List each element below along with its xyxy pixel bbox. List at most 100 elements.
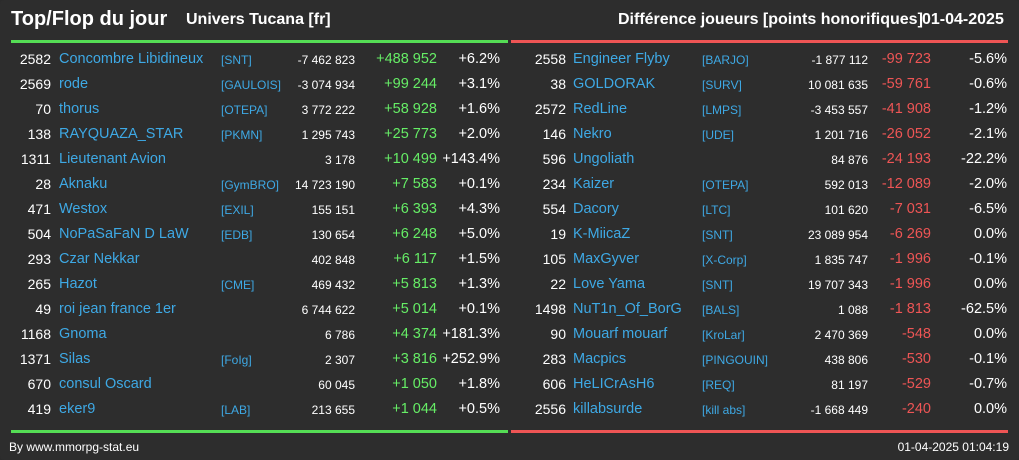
player-rank: 596 [542,151,566,167]
total-points: 213 655 [311,403,355,417]
total-points: 14 723 190 [294,178,355,192]
table-row: 596 Ungoliath 84 876 -24 193 -22.2% [513,147,1015,172]
total-points: 438 806 [824,353,868,367]
alliance-tag-link[interactable]: [REQ] [702,378,735,392]
alliance-tag-link[interactable]: [EDB] [221,228,253,242]
points-difference: -26 052 [881,126,931,142]
alliance-tag-link[interactable]: [LAB] [221,403,251,417]
percent-change: +1.6% [458,101,500,117]
points-difference: -1 813 [889,301,931,317]
percent-change: +1.8% [458,376,500,392]
points-difference: +5 014 [392,301,437,317]
player-name-link[interactable]: NoPaSaFaN D LaW [59,226,189,242]
player-name-link[interactable]: rode [59,76,89,92]
points-difference: -7 031 [889,201,931,217]
player-name-link[interactable]: RAYQUAZA_STAR [59,126,184,142]
player-name-link[interactable]: K-MiicaZ [573,226,631,242]
percent-change: +252.9% [442,351,500,367]
player-name-link[interactable]: NuT1n_Of_BorG [573,301,682,317]
player-rank: 504 [27,226,51,242]
top-losers-table: 2558 Engineer Flyby [BARJO] -1 877 112 -99 7… [513,47,1015,422]
alliance-tag-link[interactable]: [CME] [221,278,255,292]
alliance-tag-link[interactable]: [BALS] [702,303,740,317]
player-name-link[interactable]: RedLine [573,101,628,117]
alliance-tag-link[interactable]: [SNT] [221,53,252,67]
player-name-link[interactable]: MaxGyver [573,251,640,267]
player-rank: 138 [27,126,51,142]
alliance-tag-link[interactable]: [OTEPA] [221,103,268,117]
percent-change: +1.3% [458,276,500,292]
table-row: 1498 NuT1n_Of_BorG [BALS] 1 088 -1 813 -62.5% [513,297,1015,322]
alliance-tag-link[interactable]: [LTC] [702,203,731,217]
total-points: 402 848 [311,253,355,267]
player-name-link[interactable]: Ungoliath [573,151,635,167]
player-name-link[interactable]: consul Oscard [59,376,152,392]
points-difference: +488 952 [376,51,437,67]
player-rank: 606 [542,376,566,392]
alliance-tag-link[interactable]: [SNT] [702,278,733,292]
player-name-link[interactable]: eker9 [59,401,96,417]
alliance-tag-link[interactable]: [UDE] [702,128,735,142]
timestamp: 01-04-2025 01:04:19 [897,440,1009,454]
player-name-link[interactable]: roi jean france 1er [59,301,176,317]
table-row: 670 consul Oscard 60 045 +1 050 +1.8% [6,372,508,397]
alliance-tag-link[interactable]: [kill abs] [702,403,746,417]
player-name-link[interactable]: Nekro [573,126,612,142]
player-name-link[interactable]: Love Yama [573,276,646,292]
player-rank: 670 [27,376,51,392]
player-name-link[interactable]: Silas [59,351,91,367]
player-name-link[interactable]: Dacory [573,201,619,217]
percent-change: +6.2% [458,51,500,67]
player-name-link[interactable]: Gnoma [59,326,107,342]
alliance-tag-link[interactable]: [OTEPA] [702,178,749,192]
table-row: 28 Aknaku [GymBRO] 14 723 190 +7 583 +0.1% [6,172,508,197]
total-points: 130 654 [311,228,355,242]
player-name-link[interactable]: Engineer Flyby [573,51,670,67]
points-difference: -24 193 [881,151,931,167]
alliance-tag-link[interactable]: [EXIL] [221,203,254,217]
page-title: Top/Flop du jour [11,8,168,30]
alliance-tag-link[interactable]: [SURV] [702,78,742,92]
table-row: 146 Nekro [UDE] 1 201 716 -26 052 -2.1% [513,122,1015,147]
player-rank: 1168 [20,326,51,342]
player-name-link[interactable]: thorus [59,101,100,117]
player-name-link[interactable]: Kaizer [573,176,615,192]
player-name-link[interactable]: Mouarf mouarf [573,326,668,342]
total-points: 469 432 [311,278,355,292]
alliance-tag-link[interactable]: [GAULOIS] [221,78,282,92]
alliance-tag-link[interactable]: [PKMN] [221,128,263,142]
alliance-tag-link[interactable]: [PINGOUIN] [702,353,769,367]
total-points: 1 201 716 [814,128,868,142]
alliance-tag-link[interactable]: [SNT] [702,228,733,242]
flop-divider-lower [511,430,1008,433]
alliance-tag-link[interactable]: [LMPS] [702,103,742,117]
player-rank: 2556 [534,401,566,417]
total-points: 592 013 [824,178,868,192]
table-row: 471 Westox [EXIL] 155 151 +6 393 +4.3% [6,197,508,222]
alliance-tag-link[interactable]: [X-Corp] [702,253,747,267]
percent-change: -22.2% [961,151,1007,167]
player-name-link[interactable]: Westox [59,201,108,217]
player-name-link[interactable]: GOLDORAK [573,76,656,92]
points-difference: +58 928 [384,101,437,117]
player-name-link[interactable]: Macpics [573,351,627,367]
player-name-link[interactable]: Czar Nekkar [59,251,140,267]
percent-change: -6.5% [969,201,1007,217]
table-row: 1371 Silas [FoIg] 2 307 +3 816 +252.9% [6,347,508,372]
alliance-tag-link[interactable]: [BARJO] [702,53,749,67]
total-points: 2 470 369 [814,328,868,342]
total-points: 6 786 [324,328,355,342]
player-name-link[interactable]: killabsurde [573,401,643,417]
total-points: 81 197 [831,378,868,392]
alliance-tag-link[interactable]: [FoIg] [221,353,252,367]
alliance-tag-link[interactable]: [GymBRO] [221,178,280,192]
player-name-link[interactable]: Hazot [59,276,97,292]
player-name-link[interactable]: HeLICrAsH6 [573,376,655,392]
alliance-tag-link[interactable]: [KroLar] [702,328,745,342]
table-row: 283 Macpics [PINGOUIN] 438 806 -530 -0.1% [513,347,1015,372]
player-name-link[interactable]: Concombre Libidineux [59,51,204,67]
percent-change: -2.1% [969,126,1007,142]
player-name-link[interactable]: Lieutenant Avion [59,151,166,167]
player-name-link[interactable]: Aknaku [59,176,108,192]
points-difference: +25 773 [384,126,437,142]
